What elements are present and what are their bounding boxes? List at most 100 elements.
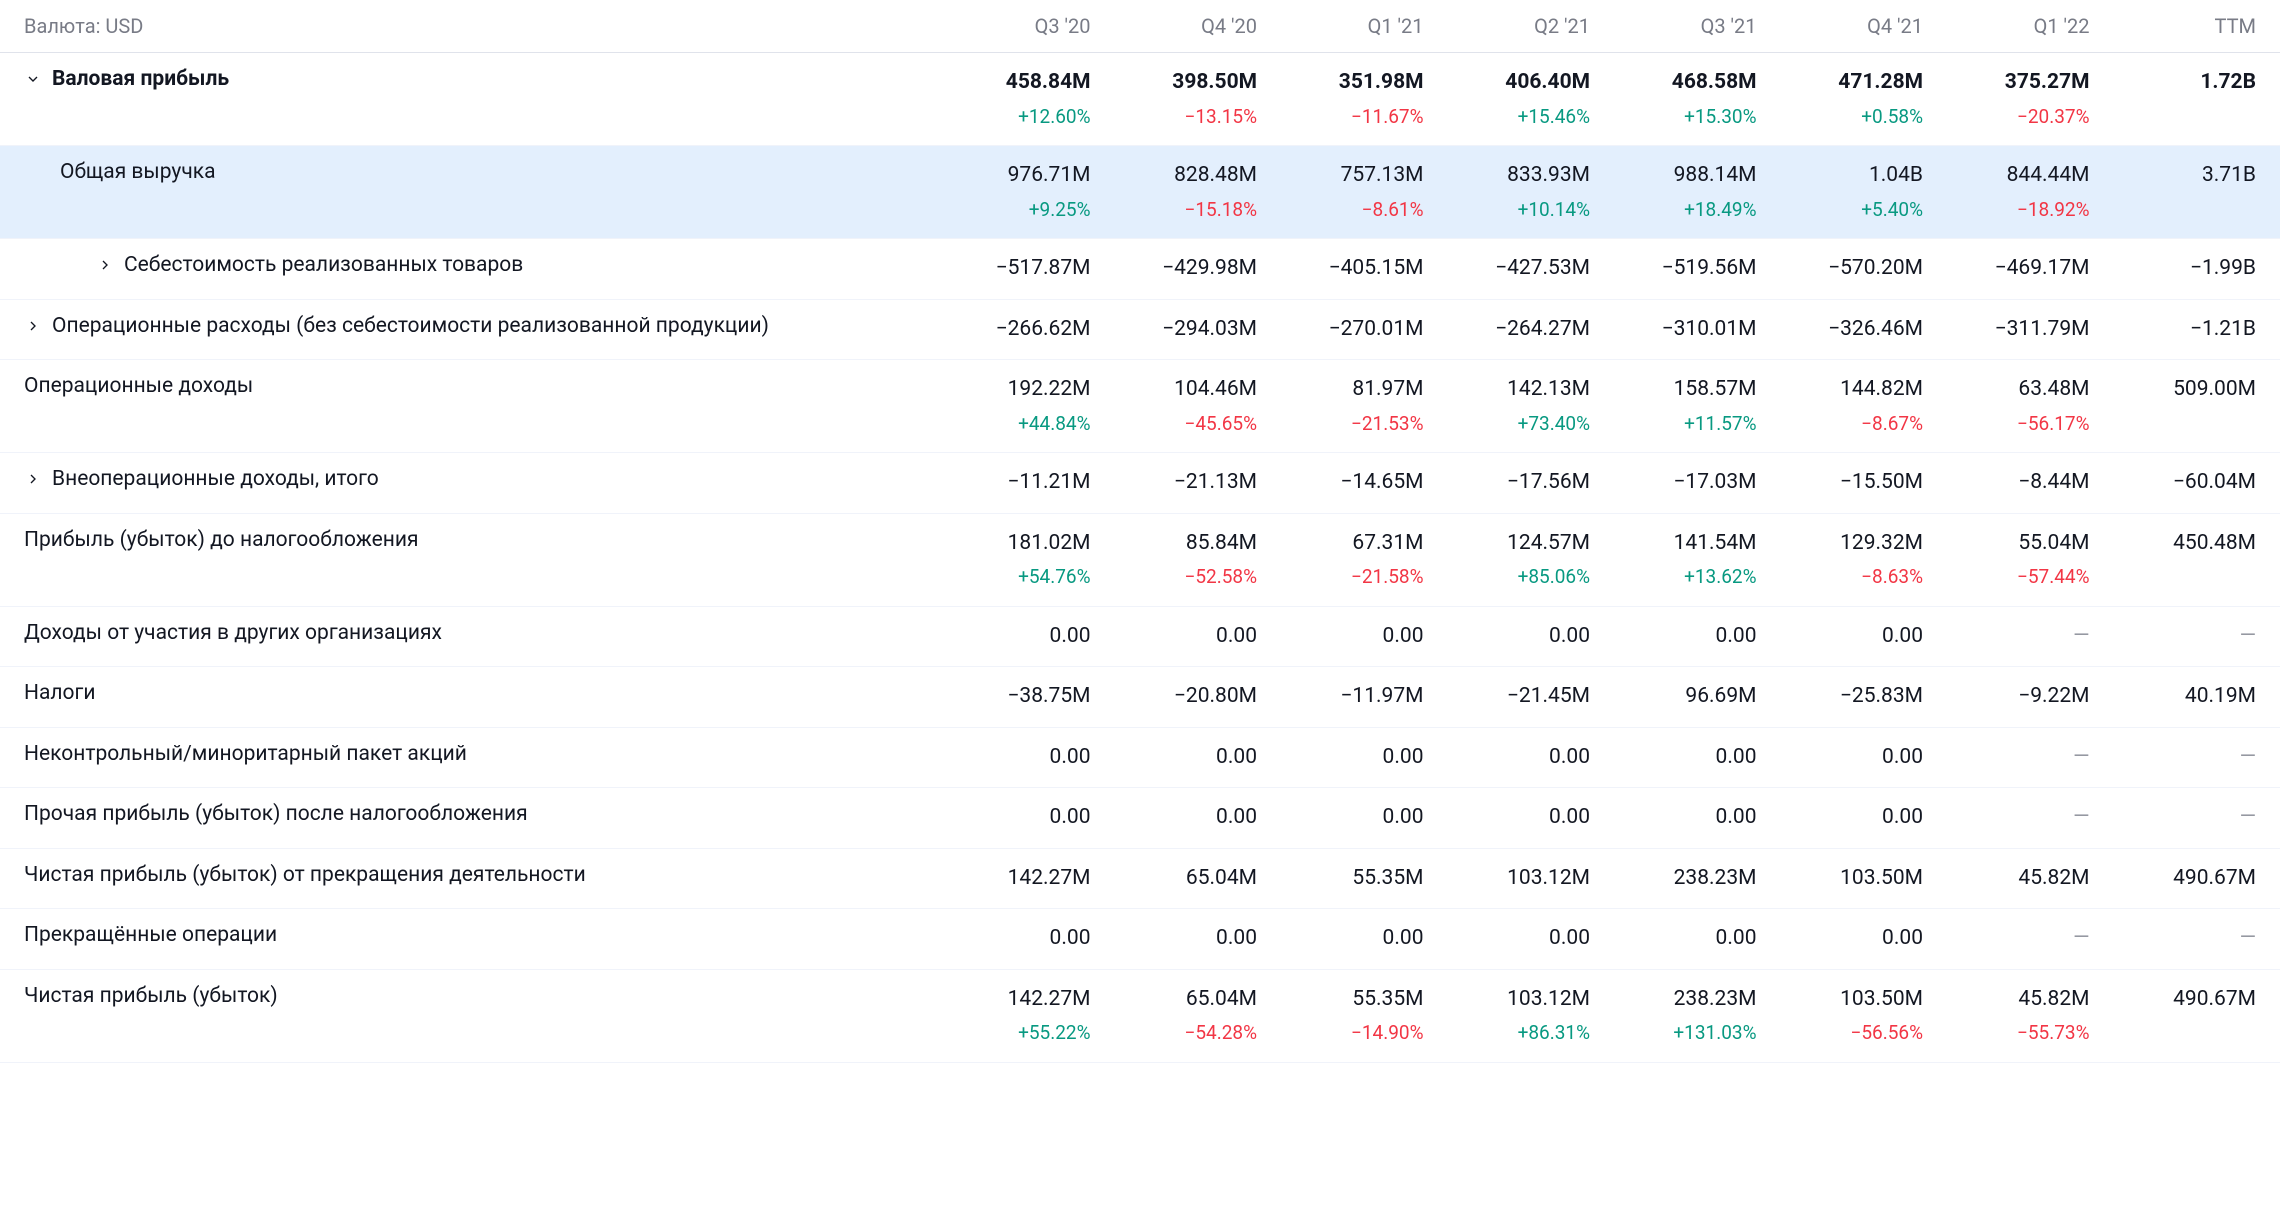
value-cell: 142.27M+55.22% [924,984,1091,1048]
table-row[interactable]: Валовая прибыль458.84M+12.60%398.50M−13.… [0,53,2280,146]
row-label: Внеоперационные доходы, итого [52,467,379,491]
value-cell: 55.35M [1257,863,1424,895]
value-cell: 0.00 [924,923,1091,955]
cell-value: 238.23M [1600,984,1757,1016]
value-cell: −264.27M [1424,314,1591,346]
cell-value: 1.72B [2100,67,2257,99]
value-cell: 55.35M−14.90% [1257,984,1424,1048]
value-cell: — [1923,802,2090,834]
value-cell: 0.00 [1424,742,1591,774]
value-cell: 406.40M+15.46% [1424,67,1591,131]
value-cell: −60.04M [2090,467,2257,499]
cell-value: 0.00 [1767,923,1924,955]
value-cell: 3.71B [2090,160,2257,192]
cell-value: 63.48M [1933,374,2090,406]
row-label: Чистая прибыль (убыток) [24,984,278,1008]
cell-percent: −56.17% [1933,410,2090,439]
currency-label: Валюта: USD [24,14,924,38]
value-cell: −326.46M [1757,314,1924,346]
cell-value: 103.12M [1434,863,1591,895]
cell-value: 96.69M [1600,681,1757,713]
value-cell: 0.00 [1091,742,1258,774]
col-header[interactable]: Q1 '22 [1923,14,2090,38]
value-cell: 0.00 [1257,742,1424,774]
table-row: Чистая прибыль (убыток) от прекращения д… [0,849,2280,910]
value-cell: 55.04M−57.44% [1923,528,2090,592]
value-cell: −1.99B [2090,253,2257,285]
row-label-cell: Доходы от участия в других организациях [24,621,924,645]
chevron-right-icon[interactable] [96,256,114,274]
col-header[interactable]: Q4 '21 [1757,14,1924,38]
row-label-cell: Неконтрольный/миноритарный пакет акций [24,742,924,766]
cell-value: 0.00 [1767,742,1924,774]
cell-percent: −56.56% [1767,1019,1924,1048]
cell-percent: +44.84% [934,410,1091,439]
cell-percent: +86.31% [1434,1019,1591,1048]
value-cell: — [2090,802,2257,834]
value-cell: −427.53M [1424,253,1591,285]
cell-value: 844.44M [1933,160,2090,192]
cell-value: — [2100,742,2257,774]
chevron-down-icon[interactable] [24,70,42,88]
value-cell: 468.58M+15.30% [1590,67,1757,131]
table-row[interactable]: Операционные расходы (без себестоимости … [0,300,2280,361]
row-label-cell: Чистая прибыль (убыток) [24,984,924,1008]
row-label-cell: Операционные расходы (без себестоимости … [24,314,924,338]
table-header-row: Валюта: USD Q3 '20 Q4 '20 Q1 '21 Q2 '21 … [0,0,2280,53]
value-cell: 509.00M [2090,374,2257,406]
cell-percent: −57.44% [1933,563,2090,592]
cell-value: −21.45M [1434,681,1591,713]
value-cell: 96.69M [1590,681,1757,713]
cell-value: −311.79M [1933,314,2090,346]
cell-percent: +10.14% [1434,196,1591,225]
chevron-right-icon[interactable] [24,317,42,335]
row-label-cell: Прекращённые операции [24,923,924,947]
cell-value: 142.13M [1434,374,1591,406]
row-label-cell: Налоги [24,681,924,705]
value-cell: — [2090,923,2257,955]
value-cell: 375.27M−20.37% [1923,67,2090,131]
table-row: Операционные доходы192.22M+44.84%104.46M… [0,360,2280,453]
value-cell: −570.20M [1757,253,1924,285]
cell-value: — [1933,742,2090,774]
value-cell: 351.98M−11.67% [1257,67,1424,131]
cell-value: 0.00 [934,802,1091,834]
row-label: Неконтрольный/миноритарный пакет акций [24,742,467,766]
value-cell: −519.56M [1590,253,1757,285]
value-cell: 0.00 [1424,802,1591,834]
col-header[interactable]: Q3 '20 [924,14,1091,38]
value-cell: −20.80M [1091,681,1258,713]
value-cell: −11.97M [1257,681,1424,713]
cell-value: −25.83M [1767,681,1924,713]
table-row[interactable]: Внеоперационные доходы, итого−11.21M−21.… [0,453,2280,514]
cell-percent: −20.37% [1933,103,2090,132]
table-row[interactable]: Себестоимость реализованных товаров−517.… [0,239,2280,300]
value-cell: — [1923,742,2090,774]
cell-percent: −52.58% [1101,563,1258,592]
cell-value: 757.13M [1267,160,1424,192]
cell-percent: −54.28% [1101,1019,1258,1048]
cell-value: 129.32M [1767,528,1924,560]
chevron-right-icon[interactable] [24,470,42,488]
value-cell: −310.01M [1590,314,1757,346]
cell-value: 45.82M [1933,984,2090,1016]
cell-percent: +13.62% [1600,563,1757,592]
value-cell: 67.31M−21.58% [1257,528,1424,592]
value-cell: 0.00 [1590,923,1757,955]
col-header[interactable]: Q4 '20 [1091,14,1258,38]
col-header[interactable]: Q2 '21 [1424,14,1591,38]
cell-value: 0.00 [1767,802,1924,834]
col-header[interactable]: Q1 '21 [1257,14,1424,38]
cell-percent: −13.15% [1101,103,1258,132]
cell-value: −429.98M [1101,253,1258,285]
col-header[interactable]: TTM [2090,14,2257,38]
cell-percent: +0.58% [1767,103,1924,132]
value-cell: 0.00 [1257,923,1424,955]
cell-value: 468.58M [1600,67,1757,99]
cell-value: 0.00 [1101,621,1258,653]
value-cell: 158.57M+11.57% [1590,374,1757,438]
value-cell: 0.00 [1757,742,1924,774]
cell-percent: +12.60% [934,103,1091,132]
cell-value: 158.57M [1600,374,1757,406]
col-header[interactable]: Q3 '21 [1590,14,1757,38]
